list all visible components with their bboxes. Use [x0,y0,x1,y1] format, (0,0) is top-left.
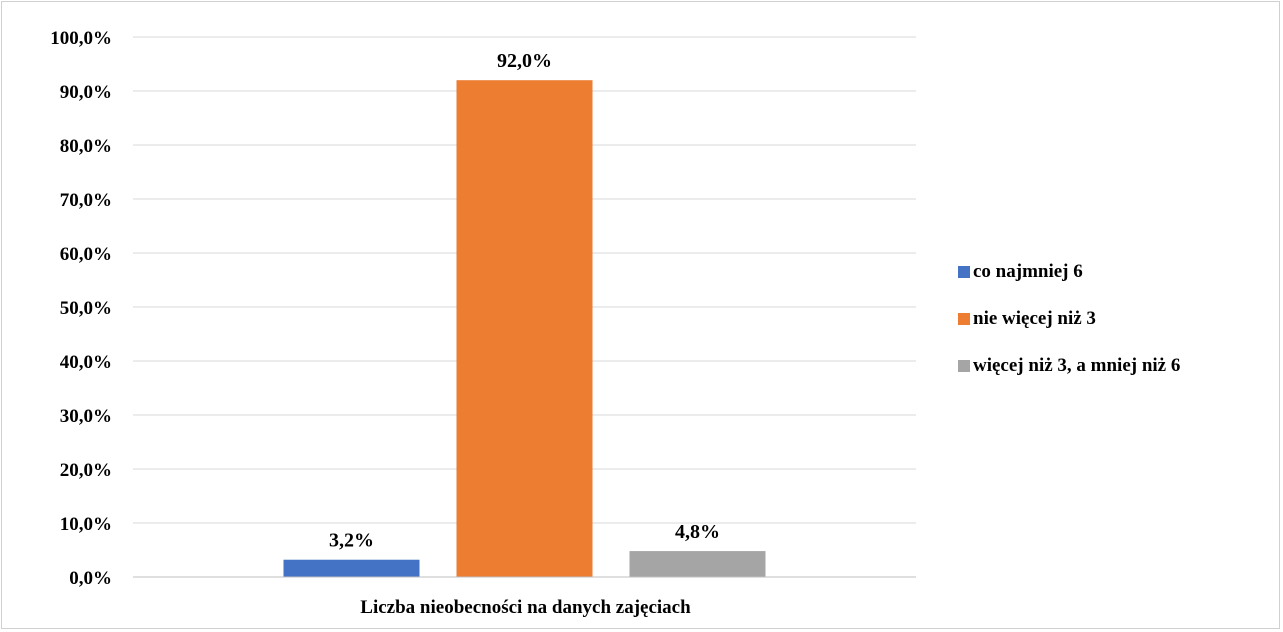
y-tick-label: 10,0% [60,514,112,535]
y-tick-label: 80,0% [60,136,112,157]
y-tick-label: 30,0% [60,406,112,427]
data-labels: 3,2% 92,0% 4,8% [329,50,720,552]
y-tick-label: 20,0% [60,460,112,481]
legend-swatch [958,313,970,325]
y-tick-label: 0,0% [69,568,112,589]
y-tick-label: 70,0% [60,190,112,211]
x-axis: Liczba nieobecności na danych zajęciach [133,576,916,618]
y-tick-label: 50,0% [60,298,112,319]
legend-label: więcej niż 3, a mniej niż 6 [973,355,1180,376]
y-tick-label: 90,0% [60,82,112,103]
bar [629,551,766,577]
bars [283,80,766,577]
bar [283,559,420,577]
data-label: 4,8% [675,521,720,543]
y-axis-tick-labels: 0,0% 10,0% 20,0% 30,0% 40,0% 50,0% 60,0% 70,0% 8… [50,28,112,589]
bar [456,80,593,577]
legend-label: nie więcej niż 3 [973,308,1096,329]
y-tick-label: 60,0% [60,244,112,265]
data-label: 3,2% [329,530,374,552]
data-label: 92,0% [497,50,552,72]
legend-swatch [958,266,970,278]
x-category-label: Liczba nieobecności na danych zajęciach [360,597,691,618]
legend-label: co najmniej 6 [973,261,1083,282]
legend: co najmniej 6 nie więcej niż 3 więcej niż … [958,261,1180,376]
y-tick-label: 100,0% [50,28,112,49]
legend-swatch [958,360,970,372]
y-tick-label: 40,0% [60,352,112,373]
